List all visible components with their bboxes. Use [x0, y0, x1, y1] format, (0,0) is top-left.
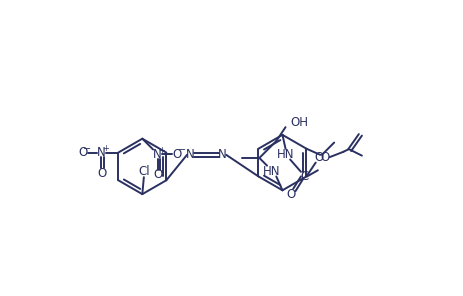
Text: HN: HN: [276, 148, 294, 161]
Text: HN: HN: [263, 165, 280, 178]
Text: −: −: [177, 145, 185, 155]
Text: O: O: [319, 151, 329, 164]
Text: −: −: [83, 144, 91, 154]
Text: N: N: [97, 146, 106, 159]
Text: C: C: [299, 170, 307, 183]
Text: O: O: [78, 146, 88, 159]
Text: OH: OH: [289, 116, 307, 129]
Text: O: O: [97, 167, 106, 180]
Text: O: O: [172, 148, 181, 161]
Text: Cl: Cl: [138, 165, 150, 178]
Text: N: N: [153, 148, 162, 161]
Text: N: N: [185, 148, 194, 161]
Text: O: O: [286, 189, 295, 201]
Text: +: +: [101, 144, 108, 153]
Text: N: N: [218, 148, 226, 161]
Text: O: O: [313, 152, 323, 165]
Text: +: +: [158, 146, 165, 155]
Text: O: O: [154, 168, 163, 181]
